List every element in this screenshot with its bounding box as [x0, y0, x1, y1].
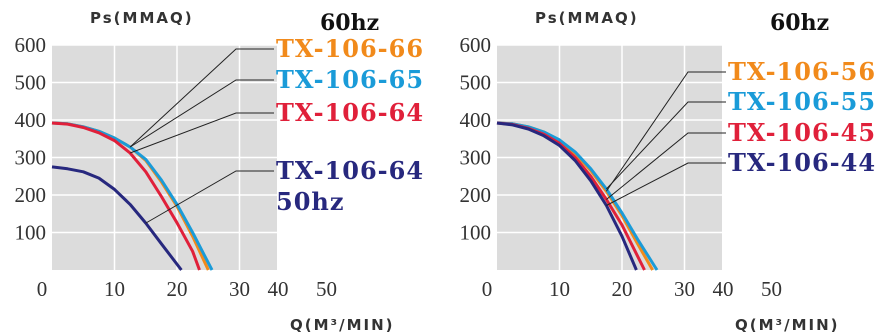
series-line	[51, 165, 183, 271]
x-tick-label: 10	[549, 277, 570, 301]
series-label: TX-106-64	[276, 98, 424, 127]
right-x-axis-title: Q(M³/MIN)	[735, 316, 840, 333]
y-tick-label: 200	[15, 183, 47, 207]
leader-line	[606, 132, 726, 200]
x-tick-label: 30	[229, 277, 250, 301]
x-tick-label: 40	[268, 277, 289, 301]
x-tick-label: 50	[761, 277, 782, 301]
y-tick-label: 200	[460, 183, 492, 207]
y-tick-label: 400	[460, 108, 492, 132]
series-label: TX-106-66	[276, 34, 424, 63]
series-label: TX-106-45	[728, 118, 876, 147]
x-tick-label: 50	[316, 277, 337, 301]
series-label: TX-106-56	[728, 57, 876, 86]
y-tick-label: 300	[460, 146, 492, 170]
y-tick-label: 100	[15, 221, 47, 245]
y-tick-label: 100	[460, 221, 492, 245]
right-y-axis-title: Ps(MMAQ)	[535, 9, 639, 27]
series-label-sub: 50hz	[276, 187, 344, 216]
left-frequency-label: 60hz	[320, 10, 379, 36]
x-tick-label: 30	[674, 277, 695, 301]
y-tick-label: 600	[460, 33, 492, 57]
leader-line	[145, 170, 274, 224]
y-tick-label: 500	[15, 71, 47, 95]
right-frequency-label: 60hz	[770, 10, 829, 36]
series-line	[51, 121, 201, 271]
x-tick-label: 20	[167, 277, 188, 301]
leader-line	[129, 112, 274, 154]
leader-line	[129, 48, 274, 148]
right-plot: 0 10 20 30 40 50600500400300200100TX-106-56TX…	[460, 33, 876, 301]
y-tick-label: 400	[15, 108, 47, 132]
x-tick-label: 0	[37, 277, 48, 301]
x-tick-label: 20	[612, 277, 633, 301]
series-label: TX-106-55	[728, 87, 876, 116]
leader-line	[606, 162, 726, 206]
series-label: TX-106-44	[728, 148, 876, 177]
leader-line	[605, 71, 726, 192]
left-y-axis-title: Ps(MMAQ)	[90, 9, 194, 27]
x-tick-label: 0	[482, 277, 493, 301]
x-tick-label: 10	[104, 277, 125, 301]
y-tick-label: 600	[15, 33, 47, 57]
series-label: TX-106-65	[276, 65, 424, 94]
left-x-axis-title: Q(M³/MIN)	[290, 316, 395, 333]
left-plot: 0 10 20 30 40 50600500400300200100TX-106-66TX…	[15, 33, 424, 301]
leader-line	[606, 101, 726, 190]
series-label: TX-106-64	[276, 156, 424, 185]
series-line	[496, 121, 638, 271]
x-tick-label: 40	[713, 277, 734, 301]
y-tick-label: 500	[460, 71, 492, 95]
y-tick-label: 300	[15, 146, 47, 170]
leader-line	[129, 79, 274, 148]
